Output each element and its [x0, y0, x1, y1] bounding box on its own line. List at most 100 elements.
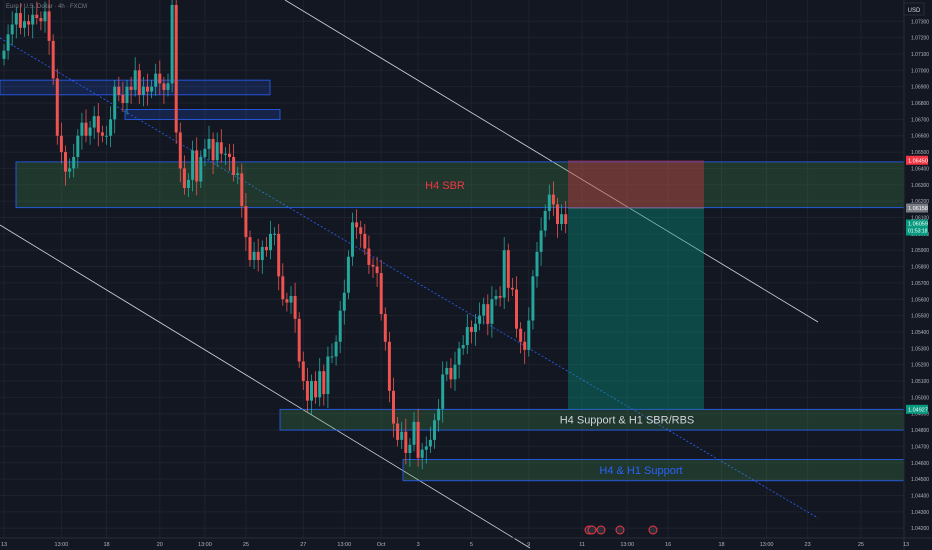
- candle[interactable]: [187, 179, 190, 189]
- candle[interactable]: [457, 348, 461, 365]
- candle[interactable]: [228, 153, 231, 157]
- candle[interactable]: [305, 381, 309, 401]
- candle[interactable]: [113, 86, 117, 120]
- candle[interactable]: [293, 295, 297, 319]
- candle[interactable]: [6, 34, 10, 51]
- candle[interactable]: [47, 11, 51, 41]
- candle[interactable]: [199, 156, 203, 182]
- candle[interactable]: [310, 381, 313, 401]
- candle[interactable]: [334, 341, 338, 357]
- candle[interactable]: [84, 122, 88, 136]
- candle[interactable]: [211, 138, 215, 161]
- candle[interactable]: [515, 289, 518, 329]
- candle[interactable]: [109, 119, 113, 136]
- candle[interactable]: [527, 320, 531, 350]
- candle[interactable]: [178, 132, 182, 169]
- currency-button[interactable]: [903, 2, 925, 16]
- candle[interactable]: [539, 230, 543, 252]
- candle[interactable]: [182, 168, 186, 189]
- candle[interactable]: [363, 233, 367, 249]
- candle[interactable]: [437, 408, 441, 421]
- candle[interactable]: [203, 148, 207, 157]
- candle[interactable]: [433, 420, 436, 440]
- candle[interactable]: [383, 313, 387, 342]
- candle[interactable]: [59, 135, 63, 153]
- candle[interactable]: [523, 341, 527, 350]
- candle[interactable]: [72, 156, 76, 169]
- candle[interactable]: [10, 24, 14, 35]
- candle[interactable]: [367, 248, 371, 265]
- candle[interactable]: [322, 371, 326, 395]
- candle[interactable]: [68, 168, 72, 172]
- candle[interactable]: [141, 86, 145, 95]
- candle[interactable]: [269, 233, 272, 251]
- candle[interactable]: [494, 295, 498, 300]
- candle[interactable]: [264, 246, 268, 251]
- candle[interactable]: [14, 13, 18, 25]
- candle[interactable]: [551, 194, 555, 205]
- trendlines[interactable]: [0, 0, 819, 549]
- short-position-tool[interactable]: [568, 160, 704, 410]
- candle[interactable]: [88, 127, 92, 136]
- candle[interactable]: [400, 431, 404, 440]
- zone-h4-sbr[interactable]: [15, 161, 905, 209]
- candle[interactable]: [449, 367, 453, 380]
- candle[interactable]: [43, 11, 47, 22]
- candle[interactable]: [465, 327, 469, 346]
- candle[interactable]: [490, 299, 494, 324]
- candle[interactable]: [146, 86, 149, 92]
- candle[interactable]: [547, 194, 551, 211]
- economic-events[interactable]: [584, 525, 658, 535]
- candle[interactable]: [223, 153, 227, 155]
- candle[interactable]: [244, 206, 248, 238]
- candle[interactable]: [510, 287, 514, 290]
- candle[interactable]: [297, 318, 301, 362]
- event-flag-icon[interactable]: [587, 525, 597, 535]
- candle[interactable]: [285, 299, 289, 303]
- candle[interactable]: [277, 233, 281, 277]
- candle[interactable]: [158, 73, 162, 84]
- candle[interactable]: [252, 251, 256, 261]
- candle[interactable]: [64, 152, 67, 172]
- price-scale-panel[interactable]: [904, 0, 932, 550]
- candle[interactable]: [412, 421, 416, 445]
- candle[interactable]: [191, 150, 195, 180]
- candle[interactable]: [219, 142, 223, 154]
- event-flag-icon[interactable]: [648, 525, 658, 535]
- candle[interactable]: [289, 295, 293, 303]
- candle[interactable]: [482, 304, 486, 316]
- candle[interactable]: [260, 246, 264, 261]
- candle[interactable]: [556, 204, 559, 225]
- candle[interactable]: [342, 292, 346, 311]
- candles[interactable]: [2, 0, 568, 470]
- candle[interactable]: [330, 356, 334, 358]
- candle[interactable]: [80, 122, 84, 136]
- candle[interactable]: [125, 86, 129, 104]
- candle[interactable]: [236, 173, 240, 175]
- candle[interactable]: [506, 250, 510, 288]
- candle[interactable]: [441, 374, 445, 409]
- candle[interactable]: [408, 444, 412, 453]
- candle[interactable]: [469, 327, 473, 332]
- candle[interactable]: [256, 251, 260, 261]
- candle[interactable]: [420, 449, 424, 458]
- candle[interactable]: [351, 222, 354, 257]
- candle[interactable]: [248, 237, 252, 261]
- candle[interactable]: [445, 367, 449, 375]
- candle[interactable]: [498, 295, 502, 298]
- candle[interactable]: [453, 364, 457, 380]
- candle[interactable]: [519, 328, 523, 342]
- stop-loss-zone[interactable]: [568, 160, 704, 209]
- candle[interactable]: [531, 276, 535, 321]
- candle[interactable]: [326, 356, 330, 395]
- candle[interactable]: [133, 70, 137, 90]
- candle[interactable]: [486, 304, 490, 324]
- candle[interactable]: [27, 21, 31, 25]
- zones[interactable]: [0, 79, 905, 482]
- channel-upper-trendline[interactable]: [284, 0, 819, 323]
- candle[interactable]: [92, 116, 96, 128]
- candle[interactable]: [31, 14, 35, 25]
- candle[interactable]: [35, 14, 39, 18]
- candle[interactable]: [100, 132, 104, 136]
